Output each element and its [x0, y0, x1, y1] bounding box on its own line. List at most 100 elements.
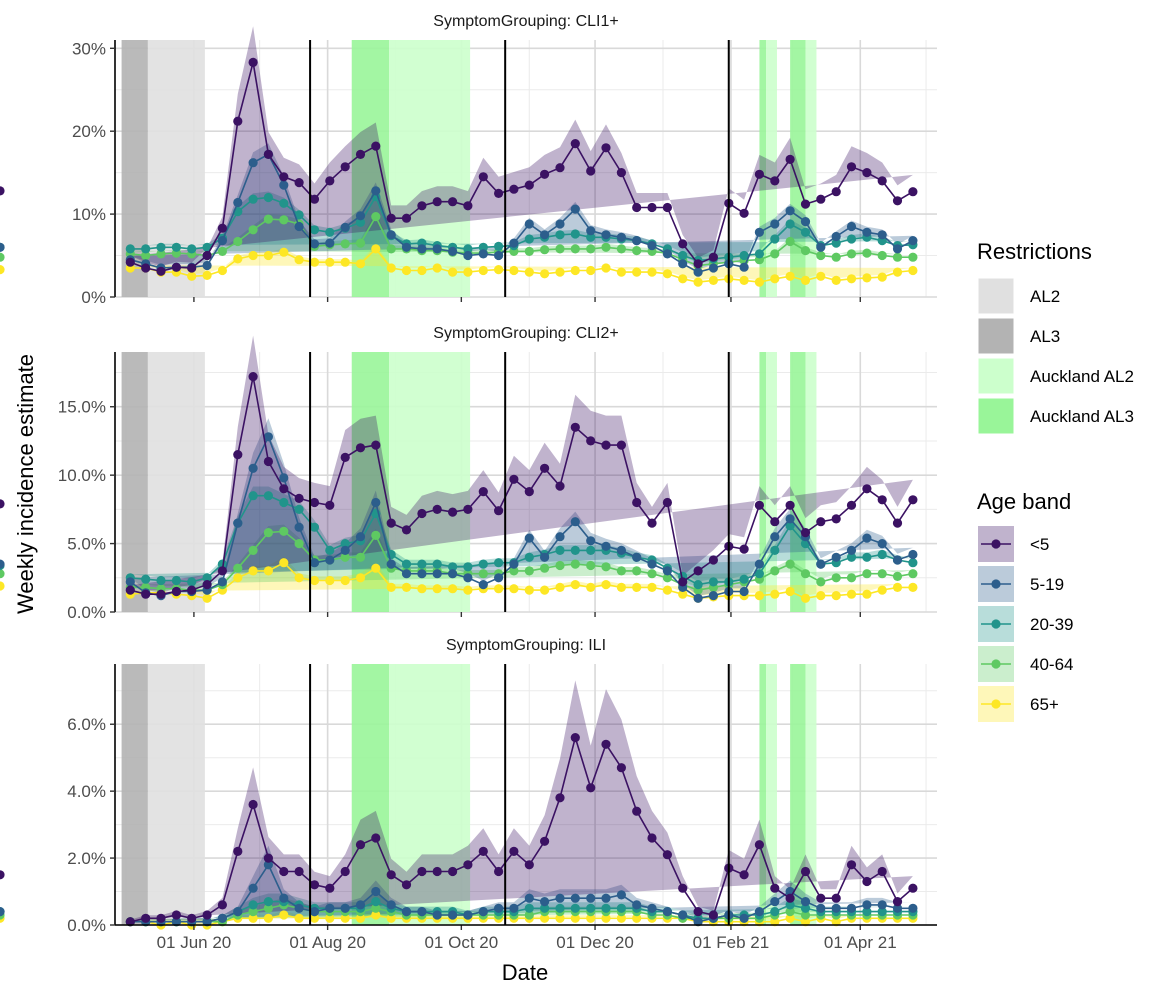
data-point [678, 883, 688, 893]
data-point [846, 234, 857, 244]
data-point [570, 139, 580, 149]
data-point [800, 593, 811, 603]
data-point [892, 244, 903, 254]
data-point [355, 149, 366, 159]
data-point [386, 230, 396, 240]
data-point [862, 589, 872, 599]
data-point [616, 267, 627, 277]
series-40-64 [0, 212, 918, 271]
data-point [800, 199, 811, 209]
data-point [309, 194, 320, 204]
data-point [862, 227, 872, 237]
data-point [371, 244, 381, 254]
data-point [877, 900, 887, 910]
data-point [340, 913, 350, 923]
data-point [785, 913, 795, 923]
data-point [586, 166, 596, 176]
data-point [263, 456, 273, 467]
data-point [141, 589, 151, 599]
data-point [693, 259, 703, 269]
y-tick-label: 10.0% [58, 466, 106, 485]
data-point [156, 913, 166, 923]
data-point [233, 197, 243, 208]
data-point [448, 246, 458, 256]
data-point [693, 267, 703, 277]
data-point [187, 585, 197, 595]
data-point [217, 236, 227, 246]
data-point [647, 202, 657, 213]
restriction-band-auckland-al3 [759, 40, 767, 297]
data-point [662, 249, 673, 259]
data-point [632, 913, 642, 923]
data-point [708, 252, 719, 262]
data-point [785, 521, 795, 531]
data-point [263, 853, 273, 863]
data-point [877, 495, 887, 505]
data-point [555, 903, 565, 913]
data-point [279, 558, 289, 568]
data-point [0, 907, 5, 917]
facet-panels: SymptomGrouping: CLI1+0%10%20%30%Symptom… [0, 13, 937, 952]
data-point [616, 582, 627, 593]
data-point [386, 900, 396, 910]
data-point [524, 267, 534, 277]
data-point [279, 180, 289, 190]
data-point [417, 265, 427, 276]
data-point [601, 913, 611, 923]
data-point [263, 566, 273, 576]
data-point [202, 910, 212, 920]
data-point [509, 474, 519, 484]
data-point [570, 733, 580, 743]
data-point [509, 903, 519, 913]
data-point [908, 582, 918, 593]
data-point [785, 514, 795, 524]
data-point [355, 573, 366, 583]
data-point [432, 197, 442, 207]
data-point [739, 870, 749, 880]
data-point [171, 586, 181, 597]
data-point [800, 246, 811, 256]
legend-label: AL3 [1030, 327, 1060, 346]
data-point [616, 763, 627, 773]
data-point [601, 580, 611, 590]
data-point [401, 242, 412, 252]
data-point [279, 497, 289, 508]
data-point [570, 559, 580, 569]
data-point [800, 903, 811, 913]
data-point [0, 499, 5, 509]
restriction-band-auckland-al3 [759, 352, 767, 612]
data-point [263, 214, 273, 224]
series-lt5 [0, 733, 918, 927]
data-point [831, 552, 841, 562]
data-point [816, 271, 826, 281]
series-lt5 [0, 372, 918, 599]
data-point [432, 569, 442, 579]
data-point [586, 244, 596, 254]
data-point [279, 893, 289, 903]
ribbon-lt5 [130, 335, 913, 591]
series-line-5-19 [129, 434, 914, 600]
data-point [386, 559, 396, 569]
data-point [524, 566, 534, 576]
data-point [355, 443, 366, 453]
data-point [693, 566, 703, 576]
data-point [754, 559, 765, 569]
data-point [294, 255, 304, 265]
data-point [401, 265, 412, 276]
data-point [586, 893, 596, 903]
data-point [248, 463, 258, 473]
data-point [233, 907, 243, 917]
series-line-lt5 [130, 734, 914, 923]
data-point [816, 242, 826, 252]
data-point [785, 586, 795, 597]
data-point [509, 584, 519, 594]
data-point [892, 252, 903, 262]
y-tick-label: 30% [72, 39, 106, 58]
data-point [816, 893, 826, 903]
data-point [294, 493, 304, 503]
data-point [754, 249, 765, 259]
data-point [263, 903, 273, 913]
data-point [846, 221, 857, 232]
y-tick-label: 0.0% [67, 603, 106, 622]
data-point [616, 903, 627, 913]
